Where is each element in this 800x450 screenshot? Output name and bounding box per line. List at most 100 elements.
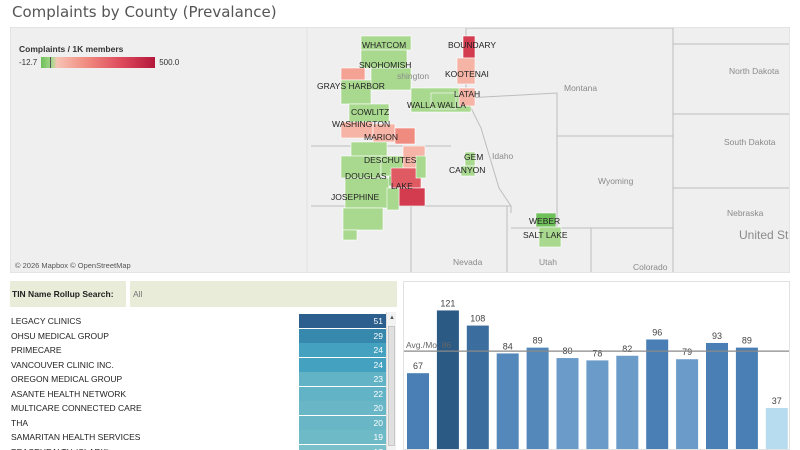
table-row[interactable]: ASANTE HEALTH NETWORK 22 — [10, 386, 386, 401]
tin-search-input[interactable] — [130, 281, 397, 307]
place-label-group: shington Montana North Dakota Idaho Sout… — [397, 66, 779, 272]
table-row[interactable]: SAMARITAN HEALTH SERVICES 19 — [10, 430, 386, 444]
bar-value-label: 89 — [742, 336, 752, 346]
bar-value-label: 108 — [470, 314, 485, 324]
legend-title: Complaints / 1K members — [19, 44, 124, 54]
tin-name: OHSU MEDICAL GROUP — [11, 330, 109, 341]
bar-value-label: 78 — [592, 348, 602, 358]
table-row[interactable]: PRIMECARE 24 — [10, 343, 386, 357]
tin-name: PEACEHEALTH (CLARK) — [11, 447, 109, 450]
table-scrollbar[interactable]: ▲ — [386, 312, 396, 450]
place-label: Montana — [564, 83, 597, 93]
county-label: LAKE — [391, 181, 413, 191]
legend-color-ramp — [41, 57, 156, 68]
county-label: CANYON — [449, 165, 485, 175]
tin-table[interactable]: LEGACY CLINICS 51 OHSU MEDICAL GROUP 29 PRIM… — [10, 312, 386, 450]
complaint-count-cell[interactable]: 51 — [299, 314, 386, 328]
bar-value-label: 89 — [533, 336, 543, 346]
county-label: BOUNDARY — [448, 40, 496, 50]
page-title: Complaints by County (Prevalance) — [12, 3, 277, 21]
month-bar[interactable] — [616, 355, 639, 450]
place-label: shington — [397, 71, 429, 81]
map-legend: Complaints / 1K members -12.7 500.0 — [19, 44, 179, 68]
scroll-up-icon[interactable]: ▲ — [389, 315, 395, 321]
month-bar[interactable] — [526, 347, 549, 450]
legend-row: -12.7 500.0 — [19, 57, 179, 68]
month-bar[interactable] — [735, 347, 758, 450]
table-row[interactable]: OREGON MEDICAL GROUP 23 — [10, 372, 386, 386]
month-bar[interactable] — [436, 310, 459, 450]
complaint-count-cell[interactable]: 22 — [299, 386, 386, 401]
county-map[interactable]: WHATCOM BOUNDARY SNOHOMISH KOOTENAI GRAY… — [10, 27, 790, 273]
bar-value-label: 96 — [652, 327, 662, 337]
complaint-count-cell[interactable]: 20 — [299, 401, 386, 415]
complaint-count-cell[interactable]: 17 — [299, 444, 386, 450]
average-reference-label: Avg./Mo: 86 — [406, 340, 451, 350]
county-label: COWLITZ — [351, 107, 389, 117]
bar-value-label: 37 — [772, 396, 782, 406]
month-bar[interactable] — [407, 373, 429, 450]
bar-value-label: 67 — [413, 361, 423, 371]
month-bar[interactable] — [466, 325, 489, 450]
complaint-count-cell[interactable]: 23 — [299, 372, 386, 386]
bar-value-label: 82 — [622, 344, 632, 354]
county-label: WEBER — [529, 216, 560, 226]
place-label: Utah — [539, 257, 557, 267]
month-bar[interactable] — [706, 342, 728, 450]
county-label: MARION — [364, 132, 398, 142]
county-shapes[interactable] — [340, 35, 562, 248]
tin-name: THA — [11, 417, 28, 428]
tin-name: ASANTE HEALTH NETWORK — [11, 388, 127, 399]
legend-min: -12.7 — [19, 58, 38, 67]
county-label: LATAH — [454, 89, 480, 99]
complaint-count-cell[interactable]: 20 — [299, 415, 386, 430]
month-bar[interactable] — [676, 359, 699, 450]
complaint-count-cell[interactable]: 19 — [299, 430, 386, 444]
month-bar[interactable] — [586, 360, 609, 450]
tin-name: SAMARITAN HEALTH SERVICES — [11, 432, 141, 442]
place-label: North Dakota — [729, 66, 779, 76]
table-row[interactable]: OHSU MEDICAL GROUP 29 — [10, 328, 386, 343]
map-credit[interactable]: © 2026 Mapbox © OpenStreetMap — [15, 261, 131, 270]
place-label: Idaho — [492, 151, 514, 161]
bar-value-label: 121 — [440, 298, 455, 308]
complaint-count-cell[interactable]: 24 — [299, 343, 386, 357]
county-label: GRAYS HARBOR — [317, 81, 385, 91]
search-label: TIN Name Rollup Search: — [10, 281, 126, 307]
county-label: WALLA WALLA — [407, 100, 466, 110]
month-bar[interactable] — [496, 353, 519, 450]
place-label: Nebraska — [727, 208, 764, 218]
complaint-count-cell[interactable]: 29 — [299, 328, 386, 343]
county-label: JOSEPHINE — [331, 192, 380, 202]
county-label: WASHINGTON — [332, 119, 390, 129]
tin-name: OREGON MEDICAL GROUP — [11, 374, 123, 384]
bar-value-label: 93 — [712, 331, 722, 341]
place-label: South Dakota — [724, 137, 776, 147]
complaint-count-cell[interactable]: 24 — [299, 357, 386, 372]
county-label: WHATCOM — [362, 40, 406, 50]
monthly-bar-chart[interactable]: 67 121 108 84 89 80 78 82 96 79 93 89 37 Avg./Mo: 86 — [403, 281, 790, 450]
county-label-group: WHATCOM BOUNDARY SNOHOMISH KOOTENAI GRAY… — [317, 40, 568, 240]
table-row[interactable]: THA 20 — [10, 415, 386, 430]
county-label: SNOHOMISH — [359, 60, 411, 70]
tin-name: PRIMECARE — [11, 345, 62, 355]
tin-name: VANCOUVER CLINIC INC. — [11, 359, 114, 370]
month-bar[interactable] — [765, 408, 788, 450]
county-label: GEM — [464, 152, 483, 162]
table-row[interactable]: VANCOUVER CLINIC INC. 24 — [10, 357, 386, 372]
country-label-text: United States — [739, 228, 790, 242]
map-canvas[interactable]: WHATCOM BOUNDARY SNOHOMISH KOOTENAI GRAY… — [11, 28, 790, 273]
place-label: Colorado — [633, 262, 668, 272]
table-row[interactable]: PEACEHEALTH (CLARK) 17 — [10, 444, 386, 450]
place-label: Nevada — [453, 257, 483, 267]
legend-zero-tick — [50, 57, 52, 68]
scroll-thumb[interactable] — [388, 326, 395, 446]
table-row[interactable]: MULTICARE CONNECTED CARE 20 — [10, 401, 386, 415]
month-bar[interactable] — [646, 339, 669, 450]
county-label: DESCHUTES — [364, 155, 417, 165]
month-bar[interactable] — [556, 358, 579, 450]
country-label: United States — [739, 228, 790, 242]
table-row[interactable]: LEGACY CLINICS 51 — [10, 314, 386, 328]
county-label: KOOTENAI — [445, 69, 489, 79]
